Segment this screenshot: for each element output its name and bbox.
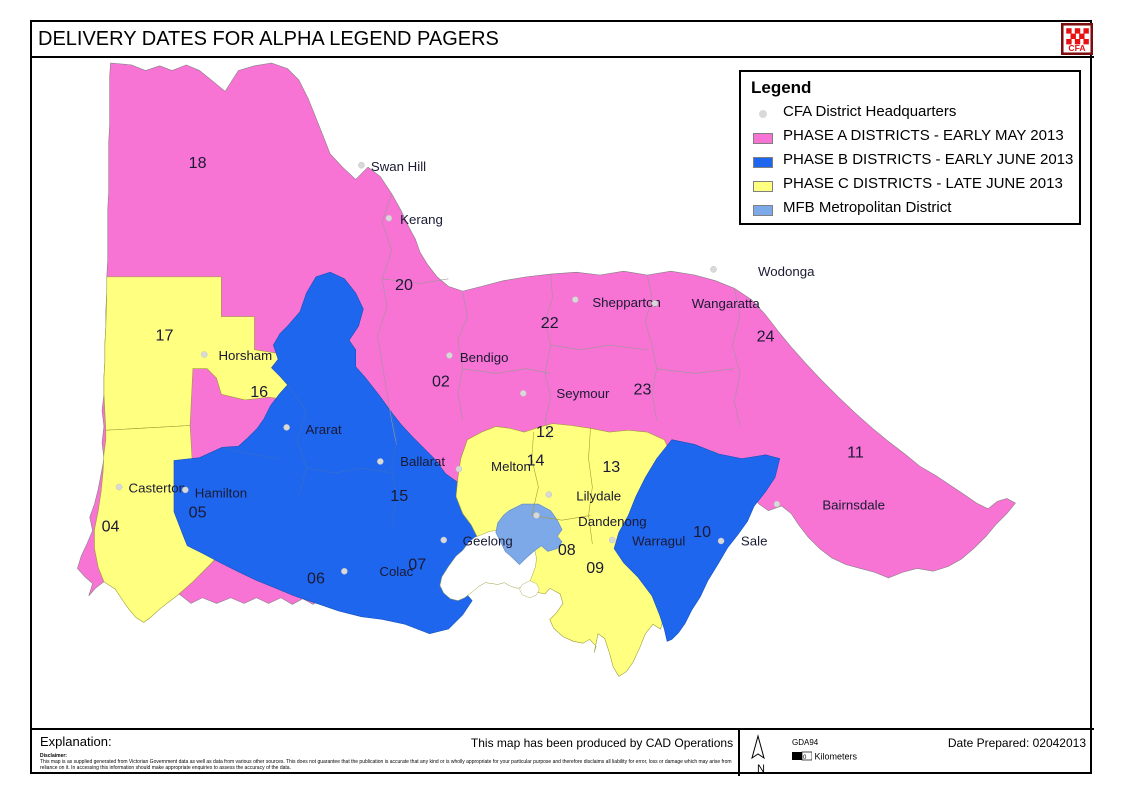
svg-text:08: 08 (558, 541, 576, 559)
svg-text:Sale: Sale (741, 534, 768, 549)
svg-text:12: 12 (536, 423, 554, 441)
svg-text:Colac: Colac (379, 564, 413, 579)
svg-text:Shepparton: Shepparton (592, 295, 661, 310)
svg-text:04: 04 (102, 518, 120, 536)
svg-text:13: 13 (602, 458, 620, 476)
svg-text:15: 15 (390, 487, 408, 505)
svg-text:Hamilton: Hamilton (195, 485, 247, 500)
svg-text:20: 20 (395, 276, 413, 294)
svg-text:10: 10 (693, 523, 711, 541)
svg-text:09: 09 (586, 559, 604, 577)
svg-text:22: 22 (541, 314, 559, 332)
svg-text:Bendigo: Bendigo (460, 350, 509, 365)
svg-text:Wodonga: Wodonga (758, 264, 815, 279)
svg-text:Wangaratta: Wangaratta (692, 296, 761, 311)
svg-text:23: 23 (634, 380, 652, 398)
svg-text:Warragul: Warragul (632, 534, 685, 549)
svg-text:18: 18 (189, 154, 207, 172)
svg-text:Casterton: Casterton (129, 481, 186, 496)
svg-text:24: 24 (757, 327, 775, 345)
svg-text:06: 06 (307, 570, 325, 588)
svg-text:Swan Hill: Swan Hill (371, 159, 426, 174)
svg-text:02: 02 (432, 373, 450, 391)
svg-text:Dandenong: Dandenong (578, 514, 647, 529)
svg-text:Ballarat: Ballarat (400, 454, 445, 469)
svg-text:Ararat: Ararat (306, 422, 342, 437)
svg-text:Melton: Melton (491, 459, 531, 474)
svg-text:Geelong: Geelong (463, 534, 513, 549)
svg-text:05: 05 (189, 503, 207, 521)
svg-text:Bairnsdale: Bairnsdale (822, 498, 885, 513)
svg-text:Lilydale: Lilydale (576, 488, 621, 503)
svg-text:16: 16 (250, 383, 268, 401)
svg-text:Seymour: Seymour (556, 386, 610, 401)
svg-text:Kerang: Kerang (400, 212, 443, 227)
svg-text:17: 17 (156, 326, 174, 344)
svg-text:N: N (757, 763, 765, 775)
svg-text:Horsham: Horsham (218, 348, 272, 363)
svg-text:11: 11 (847, 444, 864, 462)
